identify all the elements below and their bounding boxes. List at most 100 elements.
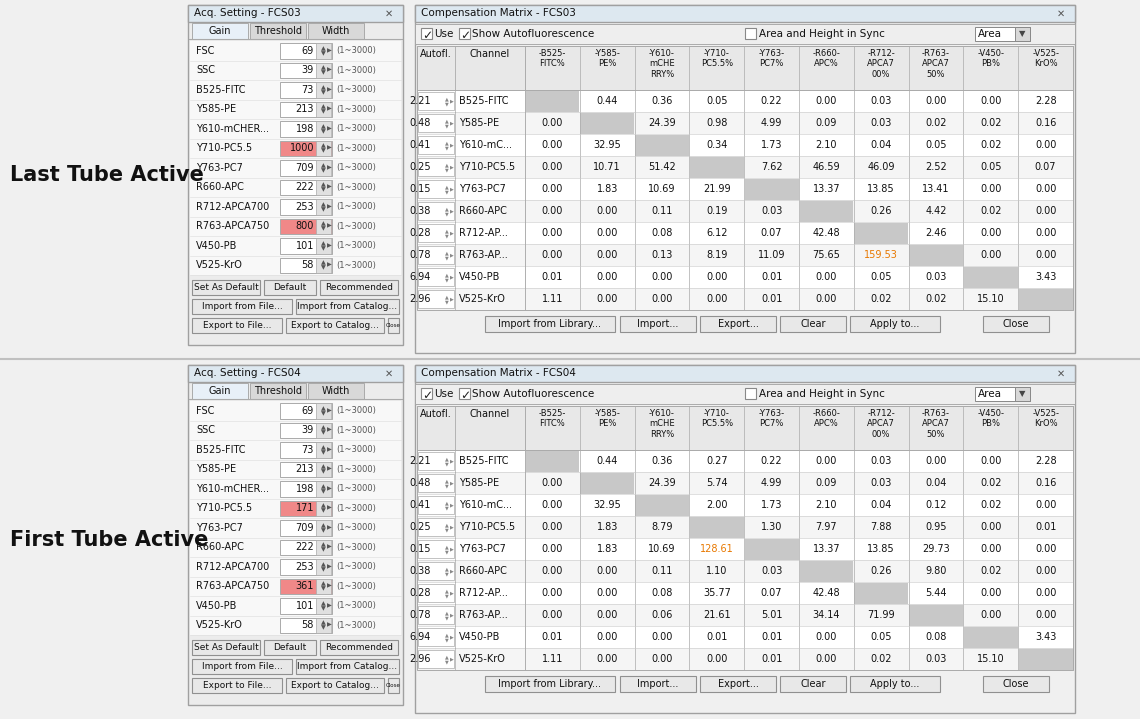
Text: 1.11: 1.11 bbox=[542, 294, 563, 304]
Text: 0.01: 0.01 bbox=[542, 632, 563, 642]
Bar bbox=[635, 495, 689, 516]
Bar bbox=[418, 268, 454, 286]
Text: ▶: ▶ bbox=[327, 505, 332, 510]
Text: 0.05: 0.05 bbox=[980, 162, 1002, 172]
Text: R763-AP...: R763-AP... bbox=[459, 610, 507, 620]
Text: Clear: Clear bbox=[800, 679, 825, 689]
Text: -Y585-
PE%: -Y585- PE% bbox=[594, 49, 620, 68]
Text: 1.11: 1.11 bbox=[542, 654, 563, 664]
Text: ▼: ▼ bbox=[445, 101, 449, 106]
Text: (1~3000): (1~3000) bbox=[336, 261, 376, 270]
Bar bbox=[421, 388, 432, 399]
Bar bbox=[316, 481, 331, 497]
Text: 0.03: 0.03 bbox=[871, 478, 891, 488]
Text: 1.30: 1.30 bbox=[760, 522, 782, 532]
Text: Y610-mCHER...: Y610-mCHER... bbox=[196, 124, 269, 134]
Text: 2.21: 2.21 bbox=[409, 456, 431, 466]
Text: Default: Default bbox=[274, 643, 307, 652]
Bar bbox=[580, 112, 634, 134]
Text: ▲: ▲ bbox=[320, 562, 325, 567]
Text: (1~3000): (1~3000) bbox=[336, 65, 376, 75]
Text: Threshold: Threshold bbox=[254, 26, 302, 36]
Text: (1~3000): (1~3000) bbox=[336, 504, 376, 513]
Text: ▶: ▶ bbox=[450, 569, 454, 574]
Text: ▲: ▲ bbox=[320, 242, 325, 246]
Text: 0.01: 0.01 bbox=[760, 654, 782, 664]
Bar bbox=[417, 582, 1073, 604]
Bar bbox=[250, 383, 306, 399]
Bar bbox=[415, 5, 1075, 353]
Bar bbox=[744, 539, 798, 559]
Bar bbox=[620, 676, 697, 692]
Text: ▶: ▶ bbox=[327, 623, 332, 628]
Text: 0.26: 0.26 bbox=[871, 206, 891, 216]
Text: 2.96: 2.96 bbox=[409, 294, 431, 304]
Text: 198: 198 bbox=[295, 484, 314, 494]
Text: (1~3000): (1~3000) bbox=[336, 406, 376, 416]
Bar bbox=[690, 516, 743, 538]
Bar bbox=[388, 678, 399, 693]
Text: Y585-PE: Y585-PE bbox=[459, 478, 499, 488]
Text: 253: 253 bbox=[295, 562, 314, 572]
Text: V525-KrO: V525-KrO bbox=[459, 294, 506, 304]
Bar bbox=[690, 157, 743, 178]
Bar bbox=[418, 180, 454, 198]
Text: Set As Default: Set As Default bbox=[194, 283, 259, 292]
Text: Channel: Channel bbox=[470, 49, 510, 59]
Bar bbox=[484, 676, 614, 692]
Text: 0.44: 0.44 bbox=[596, 96, 618, 106]
Bar bbox=[418, 92, 454, 110]
Text: ▼: ▼ bbox=[445, 300, 449, 305]
Text: Import...: Import... bbox=[637, 679, 678, 689]
Text: ▼: ▼ bbox=[445, 255, 449, 260]
Text: ▲: ▲ bbox=[320, 426, 325, 431]
Text: ▲: ▲ bbox=[320, 221, 325, 226]
Text: ▶: ▶ bbox=[450, 121, 454, 126]
Bar bbox=[799, 201, 854, 221]
Bar bbox=[250, 23, 306, 39]
Text: ✓: ✓ bbox=[461, 29, 471, 42]
Text: V525-KrO: V525-KrO bbox=[196, 620, 243, 631]
Bar bbox=[280, 140, 332, 156]
Bar bbox=[280, 219, 332, 234]
Bar bbox=[418, 290, 454, 308]
Text: 0.00: 0.00 bbox=[816, 96, 837, 106]
Text: 0.38: 0.38 bbox=[409, 206, 431, 216]
Text: 0.00: 0.00 bbox=[980, 184, 1001, 194]
Bar bbox=[280, 403, 332, 418]
Bar bbox=[190, 518, 401, 538]
Bar bbox=[417, 406, 1073, 450]
Text: ✓: ✓ bbox=[422, 388, 432, 401]
Text: 0.00: 0.00 bbox=[816, 272, 837, 282]
Text: 0.06: 0.06 bbox=[651, 610, 673, 620]
Text: V450-PB: V450-PB bbox=[196, 241, 237, 251]
Bar bbox=[316, 257, 331, 273]
Bar bbox=[190, 498, 401, 518]
Text: 0.11: 0.11 bbox=[651, 206, 673, 216]
Text: Export to Catalog...: Export to Catalog... bbox=[291, 681, 378, 690]
Text: ▼: ▼ bbox=[1019, 29, 1025, 39]
Text: ▼: ▼ bbox=[320, 168, 325, 173]
Text: ▼: ▼ bbox=[320, 489, 325, 494]
Text: Export to File...: Export to File... bbox=[203, 321, 271, 330]
Text: 0.00: 0.00 bbox=[816, 456, 837, 466]
Bar bbox=[190, 479, 401, 498]
Bar bbox=[280, 598, 332, 613]
Bar bbox=[415, 365, 1075, 713]
Text: 0.00: 0.00 bbox=[651, 654, 673, 664]
Text: 75.65: 75.65 bbox=[813, 250, 840, 260]
Bar bbox=[700, 316, 776, 332]
Bar bbox=[190, 596, 401, 615]
Text: 0.08: 0.08 bbox=[651, 588, 673, 598]
Bar bbox=[854, 222, 909, 244]
Text: 0.22: 0.22 bbox=[760, 96, 782, 106]
Bar bbox=[417, 134, 1073, 156]
Text: 6.94: 6.94 bbox=[409, 632, 431, 642]
Bar bbox=[418, 518, 454, 536]
Bar bbox=[418, 562, 454, 580]
Bar bbox=[418, 650, 454, 668]
Text: 0.00: 0.00 bbox=[706, 272, 727, 282]
Bar bbox=[316, 423, 331, 438]
Text: ▲: ▲ bbox=[320, 485, 325, 489]
Text: ▲: ▲ bbox=[320, 406, 325, 411]
